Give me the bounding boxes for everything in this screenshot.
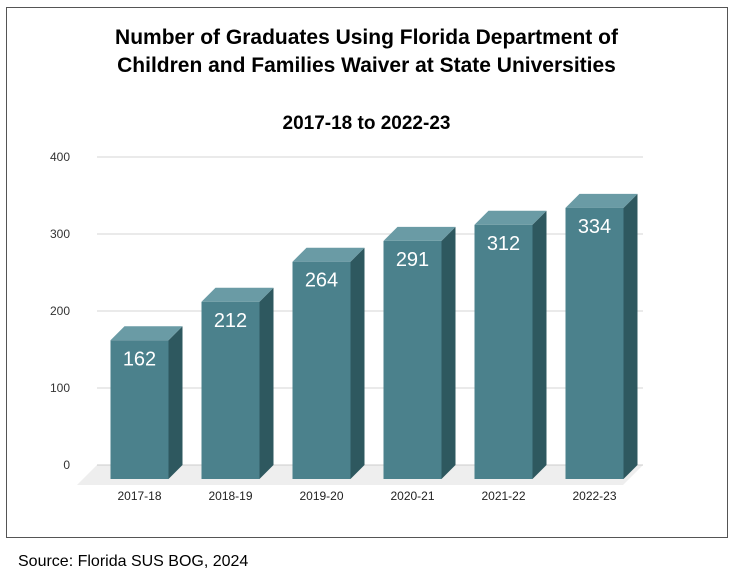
chart-title-line-2: Children and Families Waiver at State Un… [117, 54, 616, 77]
bar-top [201, 287, 274, 302]
bar-side [259, 287, 274, 479]
y-tick-label: 100 [50, 381, 70, 395]
bar-side [623, 193, 638, 479]
bar-top [474, 210, 547, 225]
bar [474, 224, 533, 479]
bar-value-label: 212 [214, 310, 247, 332]
chart-subtitle: 2017-18 to 2022-23 [282, 113, 451, 134]
bar-side [532, 210, 547, 479]
bar-side [168, 326, 183, 479]
x-tick-label: 2022-23 [572, 489, 616, 503]
y-tick-label: 400 [50, 150, 70, 164]
x-tick-label: 2018-19 [208, 489, 252, 503]
y-tick-label: 300 [50, 227, 70, 241]
x-tick-label: 2017-18 [117, 489, 161, 503]
x-tick-label: 2021-22 [481, 489, 525, 503]
bar [565, 207, 624, 479]
y-tick-label: 0 [63, 458, 70, 472]
bar-top [292, 247, 365, 262]
chart-title: Number of Graduates Using Florida Depart… [0, 24, 733, 80]
bar-value-label: 291 [396, 249, 429, 271]
x-tick-label: 2019-20 [299, 489, 343, 503]
x-tick-label: 2020-21 [390, 489, 434, 503]
bar-top [565, 193, 638, 208]
bar-top [110, 326, 183, 341]
bar [110, 340, 169, 479]
source-note: Source: Florida SUS BOG, 2024 [18, 553, 249, 570]
bar [201, 301, 260, 479]
bar-side [350, 247, 365, 479]
bar-value-label: 162 [123, 348, 156, 370]
bar-top [383, 226, 456, 241]
bar [292, 261, 351, 479]
bar-side [441, 226, 456, 479]
bar-value-label: 334 [578, 216, 611, 238]
bar-value-label: 264 [305, 270, 338, 292]
bar-value-label: 312 [487, 233, 520, 255]
bar [383, 240, 442, 479]
y-tick-label: 200 [50, 304, 70, 318]
chart-title-line-1: Number of Graduates Using Florida Depart… [115, 26, 618, 49]
